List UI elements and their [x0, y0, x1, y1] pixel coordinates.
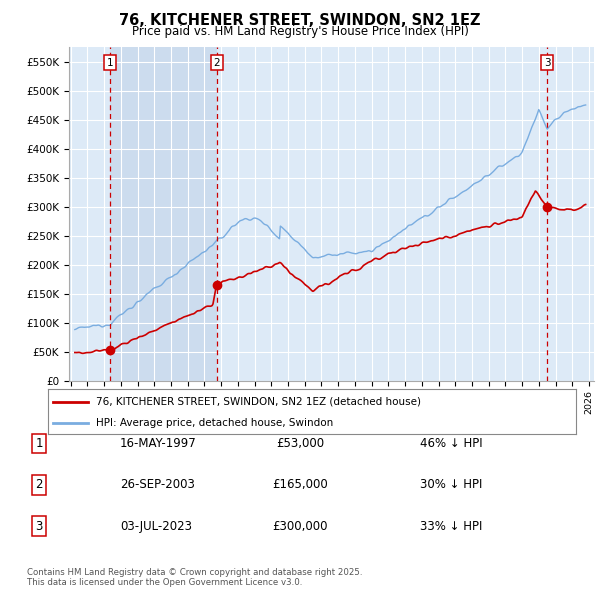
Text: Price paid vs. HM Land Registry's House Price Index (HPI): Price paid vs. HM Land Registry's House …: [131, 25, 469, 38]
Bar: [110, 47, 217, 381]
Text: 2: 2: [35, 478, 43, 491]
Text: 03-JUL-2023: 03-JUL-2023: [120, 520, 192, 533]
Text: 3: 3: [35, 520, 43, 533]
Text: £300,000: £300,000: [272, 520, 328, 533]
Text: 1: 1: [35, 437, 43, 450]
Text: £165,000: £165,000: [272, 478, 328, 491]
Text: 16-MAY-1997: 16-MAY-1997: [120, 437, 197, 450]
Text: Contains HM Land Registry data © Crown copyright and database right 2025.
This d: Contains HM Land Registry data © Crown c…: [27, 568, 362, 587]
Text: 46% ↓ HPI: 46% ↓ HPI: [420, 437, 482, 450]
Text: 76, KITCHENER STREET, SWINDON, SN2 1EZ (detached house): 76, KITCHENER STREET, SWINDON, SN2 1EZ (…: [95, 397, 421, 407]
Text: 1: 1: [107, 58, 113, 68]
Text: 30% ↓ HPI: 30% ↓ HPI: [420, 478, 482, 491]
Text: 2: 2: [214, 58, 220, 68]
Text: £53,000: £53,000: [276, 437, 324, 450]
Text: 33% ↓ HPI: 33% ↓ HPI: [420, 520, 482, 533]
Text: 3: 3: [544, 58, 550, 68]
Text: 26-SEP-2003: 26-SEP-2003: [120, 478, 195, 491]
Text: HPI: Average price, detached house, Swindon: HPI: Average price, detached house, Swin…: [95, 418, 333, 428]
Text: 76, KITCHENER STREET, SWINDON, SN2 1EZ: 76, KITCHENER STREET, SWINDON, SN2 1EZ: [119, 13, 481, 28]
